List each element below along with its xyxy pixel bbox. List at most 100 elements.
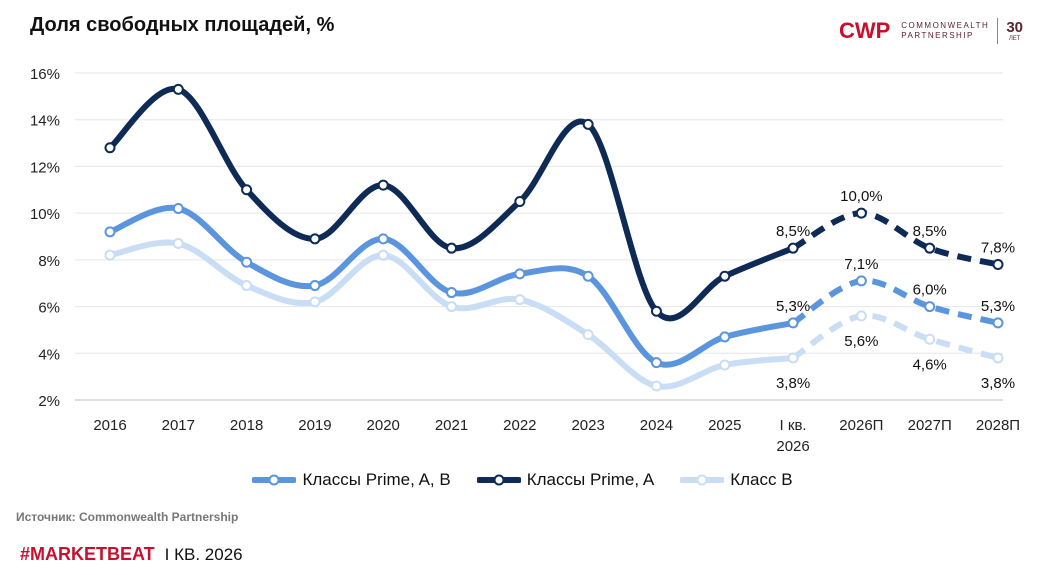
- y-tick-label: 10%: [30, 206, 60, 223]
- x-tick-label: 2019: [298, 417, 331, 434]
- legend-item-class-b: Класс В: [680, 470, 793, 490]
- data-point: [787, 317, 799, 329]
- data-point: [787, 352, 799, 364]
- legend-swatch-class-b: [680, 474, 725, 486]
- data-label: 5,3%: [776, 298, 810, 315]
- data-point: [309, 233, 321, 245]
- y-tick-label: 16%: [30, 66, 60, 83]
- data-point: [309, 296, 321, 308]
- data-label: 6,0%: [913, 282, 947, 299]
- data-point: [241, 280, 253, 292]
- data-point: [309, 280, 321, 292]
- source-note: Источник: Commonwealth Partnership: [16, 510, 239, 524]
- data-point: [241, 256, 253, 268]
- data-point: [104, 226, 116, 238]
- series-line: [107, 85, 797, 322]
- data-point: [446, 242, 458, 254]
- y-tick-label: 8%: [38, 253, 60, 270]
- data-point: [650, 380, 662, 392]
- y-tick-label: 6%: [38, 300, 60, 317]
- x-tick-label: 2026П: [839, 417, 883, 434]
- data-point: [924, 333, 936, 345]
- legend-swatch-prime-a: [476, 474, 521, 486]
- data-point: [719, 270, 731, 282]
- x-tick-label: 2017: [162, 417, 195, 434]
- data-point: [924, 301, 936, 313]
- chart-title: Доля свободных площадей, %: [30, 14, 335, 36]
- data-point: [650, 357, 662, 369]
- x-tick-label: 2028П: [976, 417, 1020, 434]
- data-point: [446, 301, 458, 313]
- data-point: [582, 329, 594, 341]
- data-point: [104, 249, 116, 261]
- data-point: [241, 184, 253, 196]
- legend-item-prime-a-b: Классы Prime, A, B: [252, 470, 451, 490]
- y-tick-label: 12%: [30, 159, 60, 176]
- legend-item-prime-a: Классы Prime, A: [476, 470, 654, 490]
- data-point: [582, 270, 594, 282]
- x-tick-label: 2024: [640, 417, 673, 434]
- company-logo: CWP COMMONWEALTH PARTNERSHIP 30 ЛЕТ: [839, 16, 1023, 46]
- series-line: [107, 239, 797, 390]
- x-tick-label: 2022: [503, 417, 536, 434]
- data-point: [719, 359, 731, 371]
- x-tick-label: 2016: [93, 417, 126, 434]
- data-label: 3,8%: [981, 375, 1015, 392]
- data-point: [650, 305, 662, 317]
- data-label: 5,6%: [844, 333, 878, 350]
- series-line: [107, 204, 797, 368]
- data-point: [992, 259, 1004, 271]
- data-point: [377, 233, 389, 245]
- data-point: [377, 249, 389, 261]
- data-point: [172, 202, 184, 214]
- data-label: 8,5%: [913, 223, 947, 240]
- svg-text:CWP: CWP: [839, 18, 890, 43]
- x-tick-label: 2027П: [908, 417, 952, 434]
- legend-swatch-prime-a-b: [252, 474, 297, 486]
- data-point: [855, 310, 867, 322]
- data-point: [582, 118, 594, 130]
- x-tick-label: I кв. 2026: [776, 417, 809, 455]
- data-point: [377, 179, 389, 191]
- y-tick-label: 4%: [38, 346, 60, 363]
- data-point: [855, 207, 867, 219]
- data-label: 7,8%: [981, 240, 1015, 257]
- marketbeat-brand: #MARKETBEAT: [20, 544, 155, 564]
- chart-legend: Классы Prime, A, B Классы Prime, A Класс…: [0, 470, 1045, 490]
- data-point: [172, 238, 184, 250]
- series-forecast-line: [791, 277, 999, 326]
- y-tick-label: 14%: [30, 113, 60, 130]
- data-label: 5,3%: [981, 298, 1015, 315]
- data-point: [992, 352, 1004, 364]
- x-tick-label: 2025: [708, 417, 741, 434]
- x-tick-label: 2021: [435, 417, 468, 434]
- data-point: [446, 287, 458, 299]
- data-point: [855, 275, 867, 287]
- logo-divider: [997, 18, 999, 44]
- data-label: 8,5%: [776, 223, 810, 240]
- footer: #MARKETBEAT I КВ. 2026: [20, 544, 243, 565]
- data-point: [172, 83, 184, 95]
- line-chart: 16% 14% 12% 10% 8% 6% 4% 2% 2016 2017 2018 2019 2020…: [30, 66, 1020, 455]
- data-point: [992, 317, 1004, 329]
- series-forecast-line: [791, 210, 999, 268]
- x-tick-label: 2020: [367, 417, 400, 434]
- data-label: 10,0%: [840, 188, 883, 205]
- report-period: I КВ. 2026: [164, 545, 243, 564]
- data-point: [719, 331, 731, 343]
- data-point: [924, 242, 936, 254]
- data-point: [104, 142, 116, 154]
- series-forecast-line: [791, 312, 999, 361]
- x-tick-label: 2023: [571, 417, 604, 434]
- cwp-logo-mark-icon: CWP: [839, 18, 890, 43]
- data-label: 7,1%: [844, 256, 878, 273]
- logo-name: COMMONWEALTH PARTNERSHIP: [901, 21, 990, 40]
- y-tick-label: 2%: [38, 393, 60, 410]
- data-point: [514, 195, 526, 207]
- data-label: 4,6%: [913, 356, 947, 373]
- data-label: 3,8%: [776, 375, 810, 392]
- logo-years: 30 ЛЕТ: [1006, 18, 1023, 42]
- x-tick-label: 2018: [230, 417, 263, 434]
- data-point: [514, 294, 526, 306]
- data-point: [787, 242, 799, 254]
